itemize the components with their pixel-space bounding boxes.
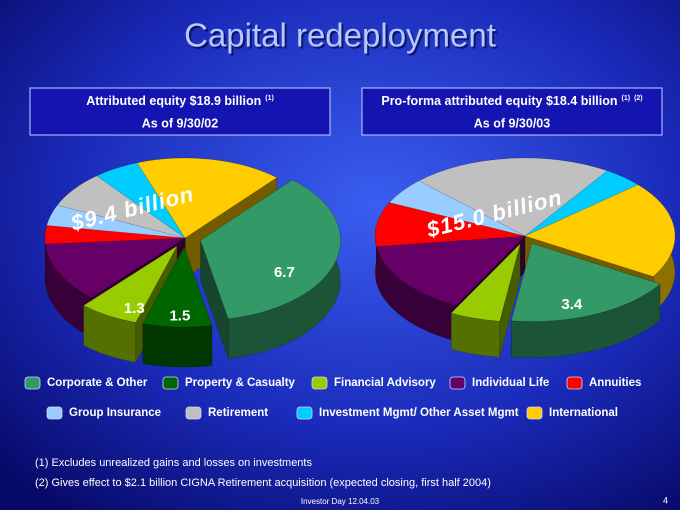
slice	[450, 243, 521, 322]
legend-swatch	[566, 376, 583, 390]
footnote: (2) Gives effect to $2.1 billion CIGNA R…	[35, 477, 491, 489]
legend-label: Property & Casualty	[185, 377, 296, 389]
header-box	[29, 87, 331, 136]
legend-swatch	[185, 406, 202, 420]
chart-title-text: Attributed equity $18.9 billion	[86, 94, 261, 108]
slice	[45, 237, 186, 298]
header-box	[361, 87, 663, 136]
legend-swatch	[449, 376, 466, 390]
legend-label: International	[549, 407, 618, 419]
slice	[389, 180, 526, 237]
legend-swatch	[46, 406, 63, 420]
legend-label: Group Insurance	[69, 407, 161, 419]
slice	[511, 243, 661, 322]
chart-subtitle: As of 9/30/03	[474, 116, 550, 130]
footer: Investor Day 12.04.03	[301, 497, 380, 506]
footnote-ref: (2)	[634, 95, 643, 102]
value-label: 1.5	[169, 308, 190, 325]
slice	[136, 157, 278, 239]
slice	[83, 245, 178, 323]
legend-label: Retirement	[208, 407, 268, 419]
slice-side	[142, 323, 213, 368]
legend-label: Annuities	[589, 377, 641, 389]
legend-swatch	[311, 376, 328, 390]
legend-swatch	[526, 406, 543, 420]
legend-swatch	[162, 376, 179, 390]
title-shadow: Capital redeployment	[186, 19, 498, 56]
slice-side	[511, 283, 661, 358]
slice	[524, 184, 676, 277]
footnote-ref: (1)	[622, 95, 631, 102]
value-label: 6.7	[274, 264, 295, 281]
value-label: 3.4	[561, 296, 583, 313]
charts: Attributed equity $18.9 billion (1) As of …	[44, 94, 676, 368]
slice	[142, 246, 213, 328]
chart-title: Pro-forma attributed equity $18.4 billio…	[381, 94, 642, 108]
slice	[376, 235, 526, 306]
legend-label: Investment Mgmt/ Other Asset Mgmt	[319, 407, 519, 419]
value-label: 1.3	[124, 300, 145, 317]
slice	[96, 162, 186, 239]
legend-swatch	[296, 406, 313, 420]
legend-swatch	[24, 376, 41, 390]
chart-title-text: Pro-forma attributed equity $18.4 billio…	[381, 94, 617, 108]
slice	[200, 179, 341, 320]
footnote: (1) Excludes unrealized gains and losses…	[35, 457, 312, 469]
slice	[46, 204, 186, 239]
legend-label: Individual Life	[472, 377, 549, 389]
footnote-ref: (1)	[265, 95, 274, 102]
chart-title: Attributed equity $18.9 billion (1)	[86, 94, 274, 108]
slice	[374, 202, 526, 247]
slice	[418, 157, 608, 237]
legend: Corporate & Other Property & Casualty Fina…	[24, 376, 641, 420]
legend-label: Corporate & Other	[47, 377, 148, 389]
page-number: 4	[663, 495, 668, 505]
slide-title: Capital redeployment	[184, 17, 496, 54]
chart-subtitle: As of 9/30/02	[142, 116, 218, 130]
legend-label: Financial Advisory	[334, 377, 436, 389]
slice	[524, 170, 639, 237]
slice	[44, 225, 186, 245]
pie-chart: Attributed equity $18.9 billion (1) As of …	[44, 94, 341, 368]
slice	[56, 175, 186, 239]
pie-chart: Pro-forma attributed equity $18.4 billio…	[374, 94, 676, 358]
